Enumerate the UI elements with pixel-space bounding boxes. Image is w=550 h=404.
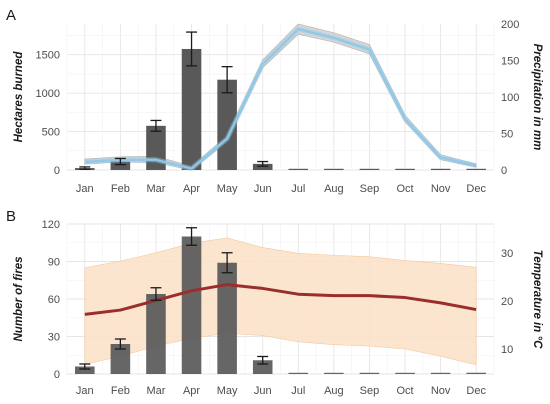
y-tick-label-left: 90	[48, 257, 60, 269]
y-tick-label-right: 0	[501, 165, 507, 177]
panel-a: A 0 500 1000 1500 0 50 100 150 200 Jan Feb Mar Apr May…	[6, 7, 543, 195]
x-tick-label: Jan	[76, 183, 94, 195]
bar-mar	[146, 294, 166, 374]
x-tick-label: Jan	[76, 385, 94, 397]
x-tick-label: Jul	[291, 385, 305, 397]
bar-nov	[430, 372, 451, 374]
y-tick-label-left: 1500	[36, 50, 60, 62]
x-tick-label: Sep	[360, 183, 380, 195]
y-tick-label-left: 1000	[36, 88, 60, 100]
x-tick-label: Dec	[466, 183, 486, 195]
x-tick-label: Aug	[324, 183, 344, 195]
x-tick-label: Jun	[254, 183, 272, 195]
x-tick-label: Feb	[111, 183, 130, 195]
y-axis-title-left: Hectares burned	[13, 51, 25, 143]
x-tick-label: May	[217, 183, 238, 195]
bar-oct	[395, 372, 415, 374]
x-tick-label: May	[217, 385, 238, 397]
y-axis-title-right: Temperature in °C	[531, 250, 543, 349]
bar-feb	[110, 161, 131, 170]
y-tick-label-right: 50	[501, 129, 513, 141]
x-tick-label: Jul	[291, 183, 305, 195]
y-tick-label-left: 30	[48, 332, 60, 344]
bar-oct	[395, 168, 415, 170]
y-tick-label-left: 500	[42, 127, 60, 139]
x-tick-label: Nov	[431, 385, 451, 397]
y-axis-title-right: Precipitation in mm	[531, 44, 543, 151]
bar-jun	[252, 163, 273, 170]
bar-sep	[359, 372, 380, 374]
y-tick-label-left: 120	[42, 219, 60, 231]
x-tick-label: Oct	[396, 183, 413, 195]
x-tick-label: Sep	[360, 385, 380, 397]
temperature-line	[84, 283, 477, 316]
x-tick-label: Apr	[183, 183, 200, 195]
bar-aug	[324, 168, 344, 170]
precipitation-line	[84, 28, 477, 170]
y-tick-label-right: 150	[501, 56, 519, 68]
y-tick-label-right: 100	[501, 92, 519, 104]
bar-jul	[288, 372, 309, 374]
bar-jan	[75, 366, 95, 374]
panel-b: B 0 30 60 90 120 10 20 30 Jan Feb Mar Apr May Jun Jul Au…	[6, 208, 543, 397]
x-tick-label: Aug	[324, 385, 344, 397]
bar-feb	[110, 344, 131, 374]
y-tick-label-left: 0	[54, 165, 60, 177]
y-tick-label-right: 200	[501, 19, 519, 31]
y-tick-label-left: 60	[48, 294, 60, 306]
x-tick-label: Nov	[431, 183, 451, 195]
bar-may	[217, 79, 237, 170]
x-tick-label: Jun	[254, 385, 272, 397]
bar-sep	[359, 168, 380, 170]
x-tick-label: Apr	[183, 385, 200, 397]
bar-may	[217, 262, 237, 374]
bar-apr	[181, 236, 202, 374]
panel-letter: A	[6, 7, 16, 24]
bar-aug	[324, 372, 344, 374]
y-tick-label-right: 30	[501, 248, 513, 260]
y-tick-label-right: 10	[501, 344, 513, 356]
x-tick-label: Mar	[146, 385, 165, 397]
x-tick-label: Dec	[466, 385, 486, 397]
x-tick-label: Oct	[396, 385, 413, 397]
x-tick-label: Feb	[111, 385, 130, 397]
y-tick-label-right: 20	[501, 296, 513, 308]
x-tick-label: Mar	[146, 183, 165, 195]
bar-apr	[181, 48, 202, 171]
bar-dec	[466, 372, 486, 374]
bar-jul	[288, 168, 309, 170]
y-axis-title-left: Number of fires	[13, 257, 25, 342]
bar-dec	[466, 168, 486, 170]
bar-nov	[430, 168, 451, 170]
panel-letter: B	[6, 208, 16, 225]
y-tick-label-left: 0	[54, 369, 60, 381]
